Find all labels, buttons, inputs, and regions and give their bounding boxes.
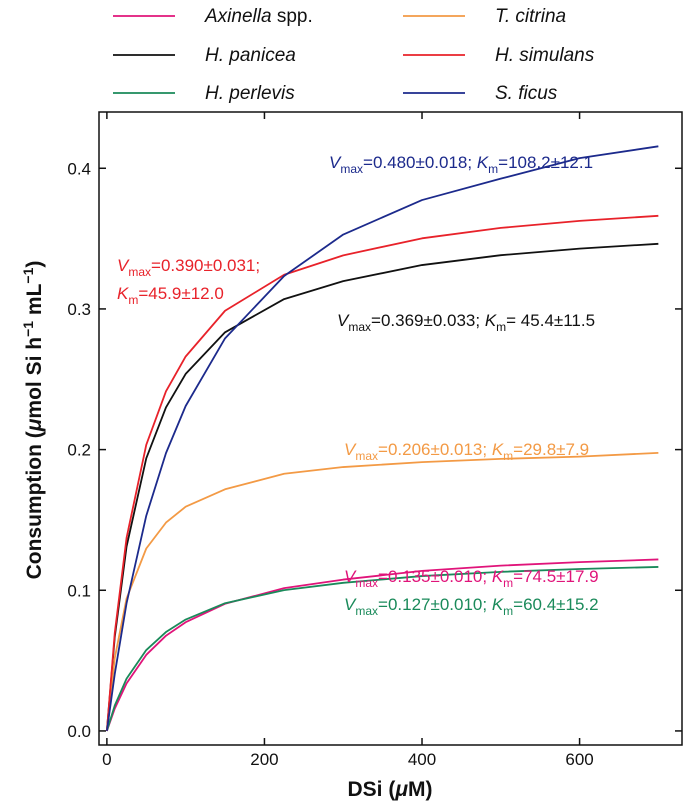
y-tick-label: 0.4 xyxy=(67,159,91,178)
annotation-axinella: Vmax=0.135±0.010; Km=74.5±17.9 xyxy=(344,567,599,590)
series-line-h-perlevis xyxy=(106,566,659,732)
legend-item-h-panicea: H. panicea xyxy=(113,45,296,66)
series-line-t-citrina xyxy=(105,451,659,732)
series-line-h-panicea xyxy=(105,242,659,732)
legend-label: Axinella spp. xyxy=(204,6,313,27)
annotation-h-simulans-km: Km=45.9±12.0 xyxy=(117,284,224,307)
y-axis-label: Consumption (μmol Si h−1 mL−1) xyxy=(20,261,46,580)
y-tick-label: 0.3 xyxy=(67,300,91,319)
x-tick-label: 400 xyxy=(408,750,436,769)
x-tick-label: 600 xyxy=(565,750,593,769)
series-line-h-simulans xyxy=(105,214,659,732)
legend-label: H. panicea xyxy=(205,45,296,66)
y-tick-label: 0.2 xyxy=(67,441,91,460)
plot-area-frame xyxy=(98,111,683,746)
legend-label: H. perlevis xyxy=(205,83,295,104)
y-tick-label: 0.1 xyxy=(67,581,91,600)
annotation-s-ficus: Vmax=0.480±0.018; Km=108.2±12.1 xyxy=(329,153,593,176)
annotation-h-panicea: Vmax=0.369±0.033; Km= 45.4±11.5 xyxy=(337,311,595,334)
legend-label: H. simulans xyxy=(495,45,595,66)
axis-ticks: 0 200 400 600 0.0 0.1 0.2 0.3 0.4 xyxy=(67,112,682,769)
legend-item-axinella-spp: Axinella spp. xyxy=(113,6,313,27)
legend-item-s-ficus: S. ficus xyxy=(403,83,558,104)
x-tick-label: 0 xyxy=(102,750,111,769)
y-tick-label: 0.0 xyxy=(67,722,91,741)
annotation-t-citrina: Vmax=0.206±0.013; Km=29.8±7.9 xyxy=(344,440,589,463)
annotation-h-perlevis: Vmax=0.127±0.010; Km=60.4±15.2 xyxy=(344,595,599,618)
legend-label: T. citrina xyxy=(495,6,566,27)
legend-item-h-perlevis: H. perlevis xyxy=(113,83,295,104)
series-line-s-ficus xyxy=(105,145,659,732)
x-tick-label: 200 xyxy=(250,750,278,769)
legend: Axinella spp. H. panicea H. perlevis T. cit… xyxy=(113,6,595,104)
series-group xyxy=(105,145,659,732)
legend-item-t-citrina: T. citrina xyxy=(403,6,566,27)
annotation-h-simulans-vmax: Vmax=0.390±0.031; xyxy=(117,256,260,279)
legend-label: S. ficus xyxy=(495,83,558,104)
legend-item-h-simulans: H. simulans xyxy=(403,45,595,66)
x-axis-label: DSi (μM) xyxy=(347,778,432,801)
annotations: Vmax=0.480±0.018; Km=108.2±12.1 Vmax=0.3… xyxy=(117,153,599,618)
